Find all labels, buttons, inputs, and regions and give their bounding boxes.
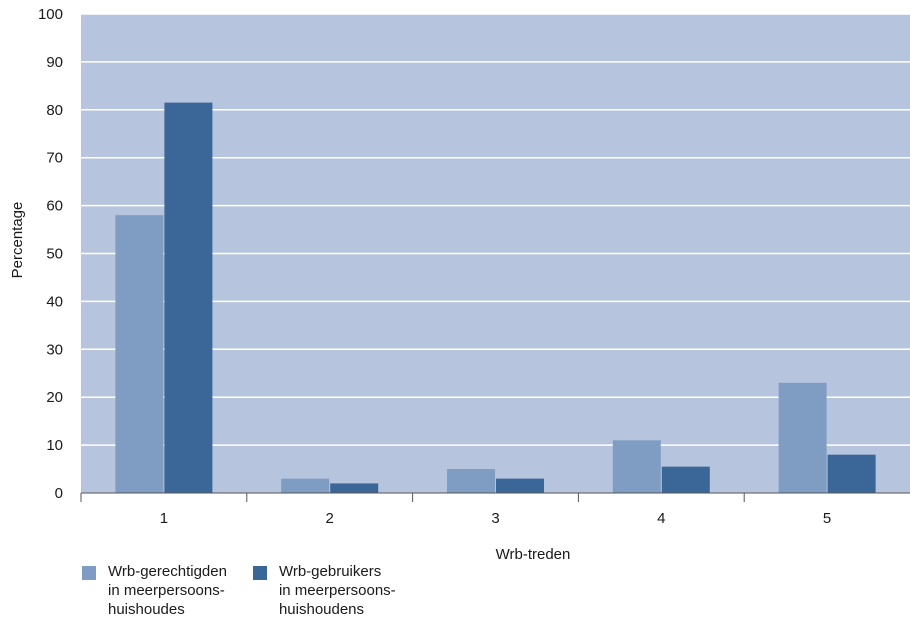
y-tick-label-80: 80 xyxy=(46,102,63,119)
x-tick-label-3: 3 xyxy=(491,510,499,527)
y-tick-label-0: 0 xyxy=(55,485,63,502)
y-axis-title: Percentage xyxy=(9,202,26,279)
bar-series-2-5 xyxy=(827,454,876,493)
bar-series-2-3 xyxy=(496,478,544,493)
bar-series-2-1 xyxy=(164,102,213,494)
legend: Wrb-gerechtigden in meerpersoons- huisho… xyxy=(82,562,396,619)
y-tick-label-20: 20 xyxy=(46,389,63,406)
y-tick-label-10: 10 xyxy=(46,437,63,454)
legend-swatch-series-2 xyxy=(252,566,267,580)
bar-series-1-5 xyxy=(778,382,827,493)
bar-series-2-4 xyxy=(661,466,710,493)
bar-series-2-2 xyxy=(330,483,379,493)
x-tick-label-5: 5 xyxy=(823,510,831,527)
x-tick-label-4: 4 xyxy=(657,510,665,527)
legend-item-series-2: Wrb-gebruikers in meerpersoons- huishoud… xyxy=(252,562,396,619)
bar-series-1-2 xyxy=(281,478,330,493)
y-tick-label-50: 50 xyxy=(46,246,63,263)
bar-series-1-4 xyxy=(612,440,661,493)
legend-item-series-1: Wrb-gerechtigden in meerpersoons- huisho… xyxy=(82,562,227,619)
legend-swatch-series-1 xyxy=(82,566,96,580)
y-tick-label-100: 100 xyxy=(38,6,63,23)
x-tick-label-1: 1 xyxy=(160,510,168,527)
x-axis-title: Wrb-treden xyxy=(496,546,571,563)
y-tick-label-60: 60 xyxy=(46,198,63,215)
y-axis-ticks: 0 10 20 30 40 50 60 70 80 90 100 xyxy=(38,6,63,502)
y-tick-label-40: 40 xyxy=(46,293,63,310)
y-tick-label-30: 30 xyxy=(46,341,63,358)
y-tick-label-90: 90 xyxy=(46,54,63,71)
bar-series-1-3 xyxy=(447,469,495,493)
bars xyxy=(115,102,876,494)
bar-series-1-1 xyxy=(115,215,164,493)
y-tick-label-70: 70 xyxy=(46,150,63,167)
x-tick-label-2: 2 xyxy=(326,510,334,527)
legend-label-series-2: Wrb-gebruikers in meerpersoons- huishoud… xyxy=(278,563,396,618)
legend-label-series-1: Wrb-gerechtigden in meerpersoons- huisho… xyxy=(108,563,227,618)
gridlines xyxy=(81,13,910,446)
x-axis: 1 2 3 4 5 xyxy=(80,492,910,527)
